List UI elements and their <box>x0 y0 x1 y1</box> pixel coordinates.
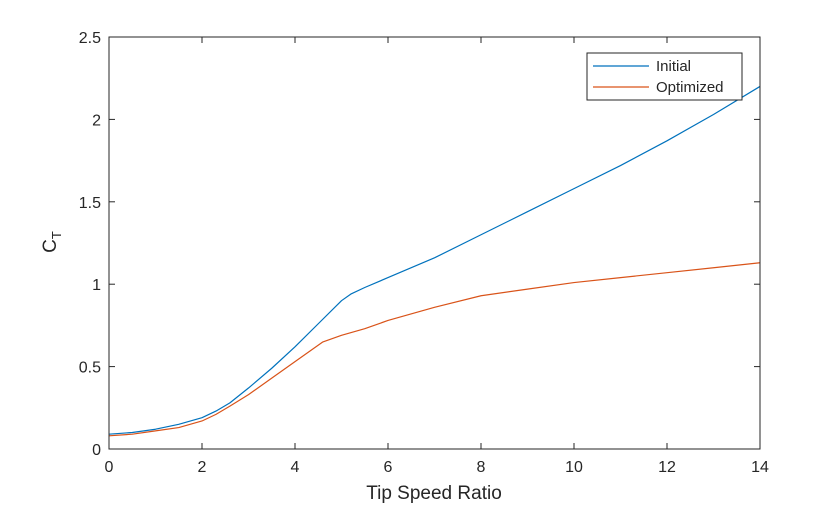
y-tick-label: 0 <box>92 442 101 459</box>
series-line-optimized <box>108 262 761 437</box>
legend-box <box>586 52 743 101</box>
series-line-initial <box>108 85 761 435</box>
x-tick-label: 8 <box>477 459 486 476</box>
y-tick-label: 0.5 <box>79 360 101 377</box>
x-axis-title: Tip Speed Ratio <box>366 483 502 504</box>
y-axis-title-subscript: T <box>49 231 64 239</box>
y-axis-title-main: C <box>40 239 61 253</box>
axes-box <box>108 36 761 450</box>
series-layer <box>108 85 761 437</box>
y-axis-title: CT <box>40 231 64 253</box>
plot-area <box>109 37 760 449</box>
x-tick-label: 2 <box>198 459 207 476</box>
axis-layer: 0 2 4 6 8 10 12 14 0 0.5 1 1.5 2 2.5 <box>79 30 769 476</box>
x-tick-label: 0 <box>105 459 114 476</box>
plot-background <box>109 37 760 449</box>
legend-label-initial: Initial <box>656 58 691 75</box>
legend: Initial Optimized <box>586 52 743 101</box>
x-tick-label: 6 <box>384 459 393 476</box>
x-tick-label: 4 <box>291 459 300 476</box>
y-tick-label: 2 <box>92 112 101 129</box>
svg-text:CT: CT <box>40 231 64 253</box>
x-tick-label: 14 <box>751 459 769 476</box>
x-tick-label: 12 <box>658 459 676 476</box>
x-tick-label: 10 <box>565 459 583 476</box>
legend-label-optimized: Optimized <box>656 79 724 96</box>
y-tick-label: 2.5 <box>79 30 101 47</box>
y-tick-label: 1 <box>92 277 101 294</box>
y-tick-label: 1.5 <box>79 195 101 212</box>
